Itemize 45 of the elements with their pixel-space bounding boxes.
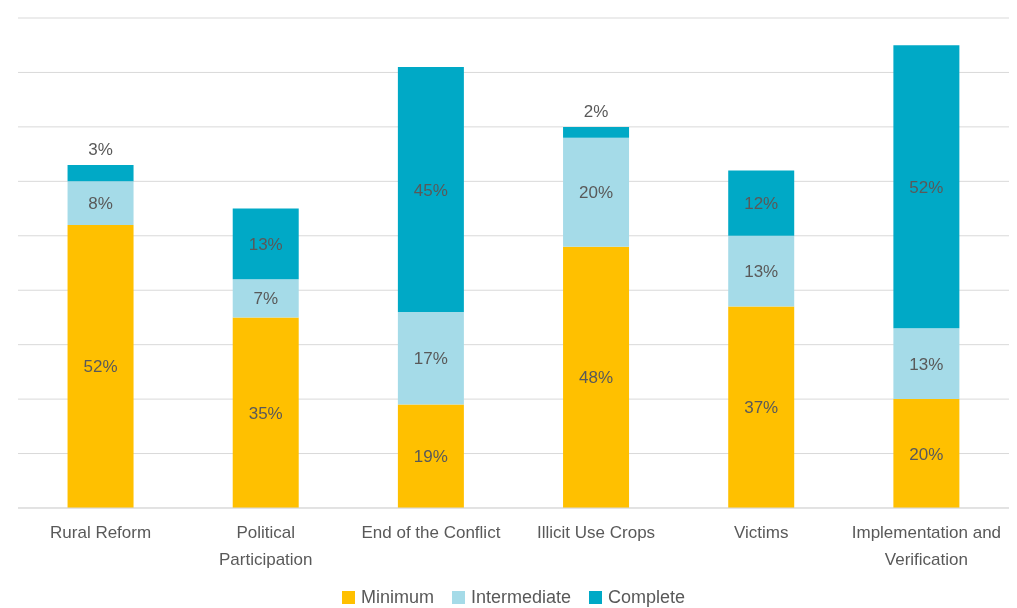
data-label: 3% — [88, 140, 113, 159]
bar — [728, 170, 795, 236]
bar — [67, 224, 134, 508]
bar — [232, 208, 299, 280]
data-label: 20% — [579, 183, 614, 203]
x-tick-label: Victims — [734, 523, 789, 542]
data-label: 13% — [248, 234, 283, 254]
bar — [893, 328, 960, 400]
data-label: 19% — [413, 447, 448, 467]
bar — [67, 181, 134, 225]
bar — [232, 317, 299, 508]
data-label: 7% — [253, 289, 279, 309]
bar — [563, 126, 630, 138]
x-tick-label: Rural Reform — [50, 523, 152, 542]
legend-label: Intermediate — [469, 587, 572, 608]
data-label: 2% — [583, 101, 609, 121]
data-label: 13% — [744, 262, 779, 282]
bar — [397, 312, 464, 405]
data-label: 20% — [909, 444, 944, 464]
bar — [67, 165, 134, 182]
bar — [563, 137, 630, 247]
bar — [563, 246, 630, 508]
data-label: 45% — [413, 180, 448, 200]
x-tick-label: Political Participation — [218, 523, 313, 569]
bar — [893, 399, 960, 508]
x-tick-label: Illicit Use Crops — [537, 523, 656, 542]
data-label: 48% — [579, 368, 614, 388]
data-label: 35% — [248, 403, 283, 423]
data-label: 52% — [909, 177, 944, 197]
bar — [397, 404, 464, 508]
data-label: 13% — [909, 354, 944, 374]
bar — [893, 45, 960, 329]
data-label: 37% — [744, 398, 779, 418]
bar — [397, 67, 464, 312]
data-label: 12% — [744, 194, 779, 214]
bar — [232, 279, 299, 318]
data-label: 52% — [83, 357, 118, 377]
legend-label: Minimum — [359, 587, 434, 608]
x-tick-label: Implementation and Verification — [851, 523, 1002, 569]
data-label: 17% — [413, 349, 448, 369]
x-tick-label: End of the Conflict — [361, 523, 501, 542]
data-label: 8% — [88, 194, 113, 214]
legend-label: Complete — [607, 587, 686, 608]
bar — [728, 235, 795, 307]
bar — [728, 306, 795, 508]
